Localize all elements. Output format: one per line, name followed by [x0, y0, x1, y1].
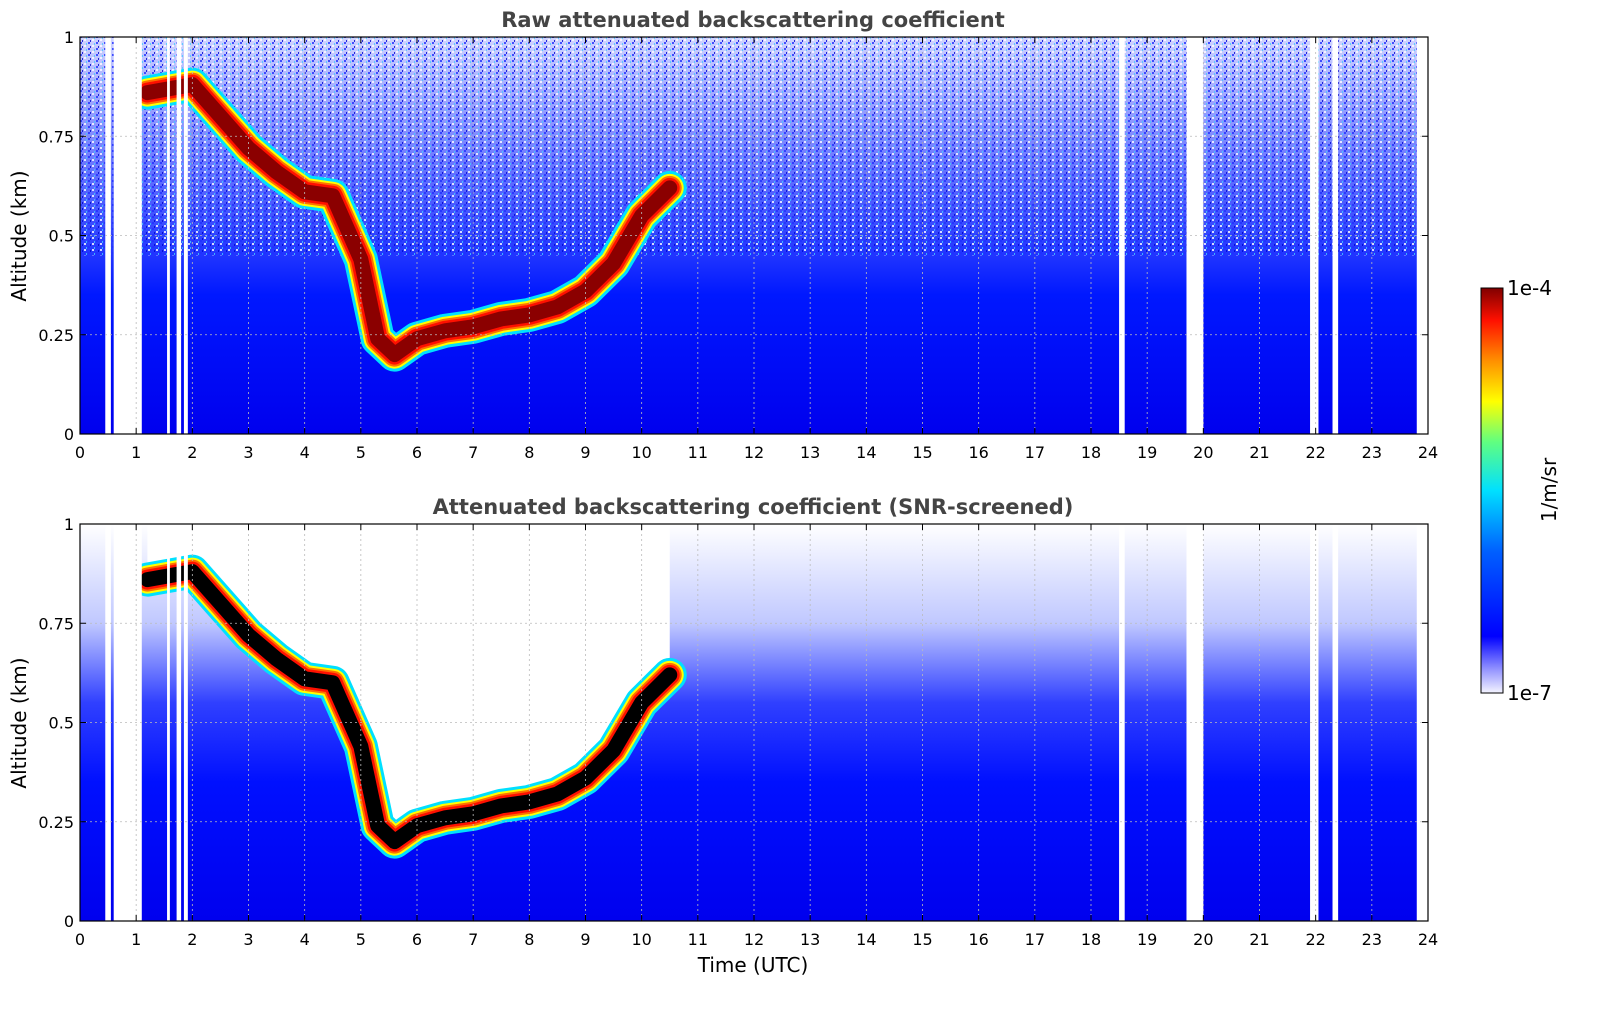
x-tick-label: 16	[968, 443, 988, 462]
x-tick-label: 24	[1418, 443, 1438, 462]
raw-backscatter-panel: Raw attenuated backscattering coefficien…	[7, 8, 1438, 462]
x-tick-label: 7	[468, 443, 478, 462]
layer-band	[139, 77, 678, 363]
x-tick-label: 24	[1418, 930, 1438, 949]
x-tick-label: 12	[744, 930, 764, 949]
x-tick-label: 5	[356, 443, 366, 462]
x-tick-label: 18	[1081, 930, 1101, 949]
y-tick-label: 0.25	[38, 813, 74, 832]
x-tick-label: 1	[131, 930, 141, 949]
x-tick-labels: 0 1 2 3 4 5 6 7 8 9 10 11 12 13 14 15 16 17 18 19 20 21 22 23 24	[75, 37, 1438, 462]
y-tick-label: 1	[64, 515, 74, 534]
colorbar-max-label: 1e-4	[1507, 276, 1552, 300]
y-axis-label: Altitude (km)	[7, 657, 31, 788]
x-tick-label: 17	[1025, 443, 1045, 462]
x-tick-label: 15	[912, 930, 932, 949]
y-tick-label: 0	[64, 425, 74, 444]
screened-region	[147, 524, 670, 830]
x-tick-label: 19	[1137, 930, 1157, 949]
data-gap	[176, 524, 182, 921]
x-tick-label: 22	[1305, 930, 1325, 949]
data-gap	[167, 37, 170, 434]
x-tick-label: 4	[300, 930, 310, 949]
panel-title: Attenuated backscattering coefficient (S…	[433, 495, 1074, 519]
x-tick-label: 9	[580, 930, 590, 949]
data-gap	[113, 37, 142, 434]
snr-screened-panel: Attenuated backscattering coefficient (S…	[7, 495, 1438, 977]
data-gap	[1310, 524, 1319, 921]
x-tick-label: 0	[75, 930, 85, 949]
y-tick-label: 1	[64, 28, 74, 47]
y-tick-label: 0.5	[49, 227, 74, 246]
x-tick-label: 0	[75, 443, 85, 462]
x-tick-label: 15	[912, 443, 932, 462]
grid-lines	[80, 37, 1428, 434]
layer-band	[139, 564, 678, 850]
y-tick-labels: 0 0.25 0.5 0.75 1	[38, 28, 1428, 444]
y-tick-label: 0.75	[38, 127, 74, 146]
x-tick-label: 20	[1193, 443, 1213, 462]
x-tick-label: 3	[243, 930, 253, 949]
x-tick-label: 5	[356, 930, 366, 949]
x-tick-label: 8	[524, 443, 534, 462]
data-gap	[176, 37, 182, 434]
y-tick-label: 0	[64, 912, 74, 931]
x-tick-label: 19	[1137, 443, 1157, 462]
colorbar-gradient	[1480, 287, 1504, 694]
data-gap	[105, 37, 111, 434]
data-gap	[167, 524, 170, 921]
x-tick-label: 21	[1249, 443, 1269, 462]
y-tick-label: 0.75	[38, 614, 74, 633]
x-tick-label: 8	[524, 930, 534, 949]
x-tick-label: 13	[800, 443, 820, 462]
data-gap	[113, 524, 142, 921]
x-tick-label: 11	[688, 443, 708, 462]
x-tick-label: 10	[631, 930, 651, 949]
x-tick-label: 2	[187, 930, 197, 949]
x-tick-label: 7	[468, 930, 478, 949]
x-tick-label: 6	[412, 930, 422, 949]
x-tick-label: 18	[1081, 443, 1101, 462]
colorbar: 1e-4 1e-7 1/m/sr	[1480, 276, 1561, 705]
x-tick-label: 3	[243, 443, 253, 462]
y-tick-label: 0.25	[38, 326, 74, 345]
x-tick-label: 14	[856, 443, 876, 462]
x-tick-label: 4	[300, 443, 310, 462]
x-tick-label: 1	[131, 443, 141, 462]
x-tick-label: 23	[1362, 930, 1382, 949]
x-tick-label: 9	[580, 443, 590, 462]
x-tick-label: 12	[744, 443, 764, 462]
x-tick-label: 10	[631, 443, 651, 462]
grid-lines	[80, 524, 1428, 921]
y-tick-label: 0.5	[49, 714, 74, 733]
x-tick-label: 16	[968, 930, 988, 949]
x-tick-label: 17	[1025, 930, 1045, 949]
x-axis-label: Time (UTC)	[697, 953, 809, 977]
x-tick-label: 21	[1249, 930, 1269, 949]
data-gap	[1310, 37, 1319, 434]
x-tick-label: 6	[412, 443, 422, 462]
colorbar-unit-label: 1/m/sr	[1537, 457, 1561, 522]
x-tick-label: 13	[800, 930, 820, 949]
x-tick-label: 22	[1305, 443, 1325, 462]
x-tick-labels: 0 1 2 3 4 5 6 7 8 9 10 11 12 13 14 15 16 17 18 19 20 21 22 23 24	[75, 524, 1438, 949]
x-tick-label: 2	[187, 443, 197, 462]
panel-title: Raw attenuated backscattering coefficien…	[501, 8, 1005, 32]
y-axis-label: Altitude (km)	[7, 170, 31, 301]
x-tick-label: 23	[1362, 443, 1382, 462]
data-gap	[105, 524, 111, 921]
x-tick-label: 14	[856, 930, 876, 949]
colorbar-min-label: 1e-7	[1507, 681, 1552, 705]
x-tick-label: 20	[1193, 930, 1213, 949]
x-tick-label: 11	[688, 930, 708, 949]
y-tick-labels: 0 0.25 0.5 0.75 1	[38, 515, 1428, 931]
